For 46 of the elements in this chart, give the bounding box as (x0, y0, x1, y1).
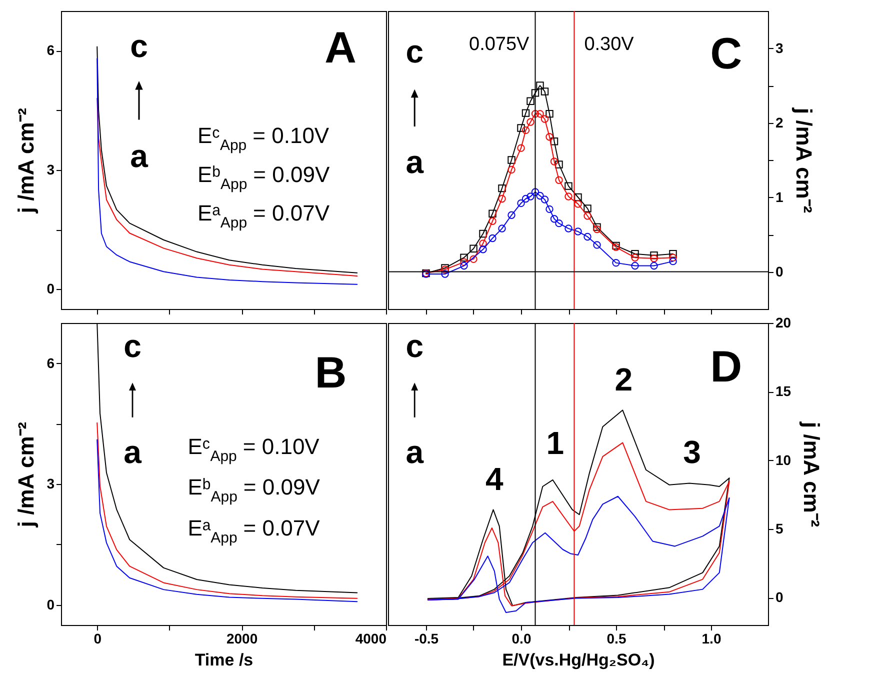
y-tick-label: 10 (776, 452, 792, 468)
annotation: 3 (683, 434, 701, 470)
annotation: B (314, 348, 347, 398)
y-tick-label: 6 (46, 42, 55, 58)
x-tick-label: 0.0 (512, 630, 532, 646)
y-axis-title: j /mA cm⁻² (14, 422, 39, 528)
y-axis-title: j /mA cm⁻² (14, 108, 39, 214)
annotation: D (710, 342, 742, 392)
y-tick-label: 3 (46, 161, 55, 178)
annotation: c (406, 34, 424, 70)
annotation: c (406, 328, 424, 364)
y-tick-label: 5 (776, 520, 784, 536)
annotation: c (124, 328, 142, 364)
y-tick-label: 2 (776, 114, 784, 130)
x-tick-label: -0.5 (414, 630, 439, 646)
y-tick-label: 0 (776, 589, 784, 606)
ref-line-label: 0.30V (584, 34, 634, 55)
y-tick-label: 3 (46, 476, 55, 492)
x-tick-label: 2000 (226, 630, 258, 646)
y-tick-label: 20 (776, 314, 792, 330)
x-tick-label: 0.5 (606, 630, 626, 646)
annotation: a (406, 434, 424, 470)
x-tick-label: 4000 (355, 630, 387, 646)
y-tick-label: 15 (776, 383, 792, 400)
y-tick-label: 0 (46, 280, 55, 297)
x-axis-title: Time /s (194, 650, 254, 670)
y-tick-label: 1 (776, 188, 784, 205)
annotation: a (406, 144, 424, 180)
y-axis-title: j /mA cm⁻² (799, 420, 824, 528)
annotation: A (324, 24, 356, 73)
y-tick-label: 6 (46, 354, 55, 371)
x-axis-title: E/V(vs.Hg/Hg₂SO₄) (502, 650, 655, 670)
annotation: a (130, 138, 148, 174)
y-tick-label: 0 (776, 263, 784, 280)
y-tick-label: 0 (46, 596, 55, 612)
x-tick-label: 1.0 (702, 630, 722, 646)
annotation: a (124, 434, 142, 470)
y-tick-label: 3 (776, 40, 784, 56)
annotation: 1 (546, 424, 564, 461)
annotation: C (710, 30, 742, 79)
annotation: 4 (486, 461, 504, 498)
annotation: c (130, 28, 148, 64)
ref-line-label: 0.075V (469, 34, 530, 55)
y-axis-title: j /mA cm⁻² (791, 106, 816, 214)
annotation: 2 (614, 361, 632, 398)
x-tick-label: 0 (94, 630, 102, 646)
